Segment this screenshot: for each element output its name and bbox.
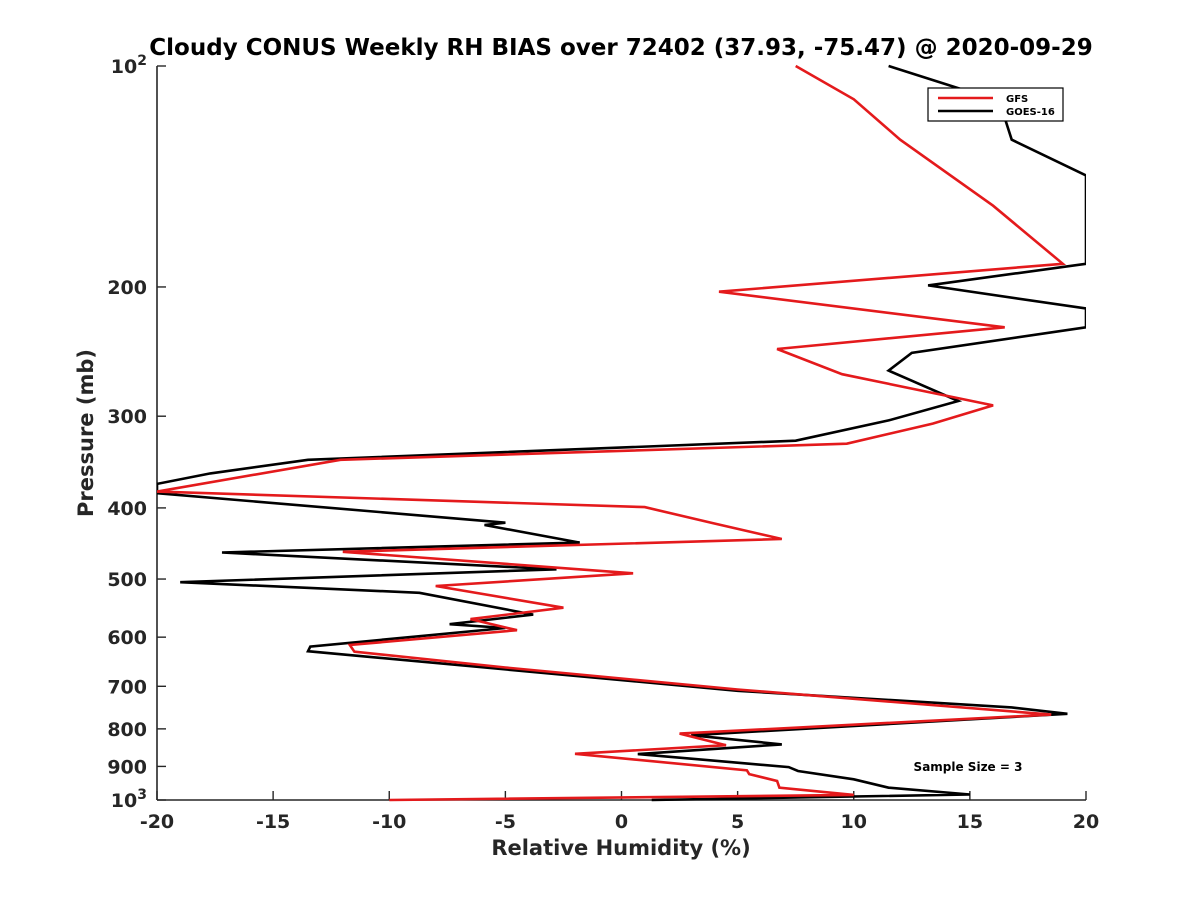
x-tick-label: -20: [140, 811, 174, 833]
y-tick-label: 400: [107, 498, 147, 520]
x-axis-label: Relative Humidity (%): [491, 836, 750, 860]
series-layer: [157, 64, 1086, 802]
legend-box: [927, 87, 1064, 122]
y-axis-label: Pressure (mb): [74, 349, 98, 517]
y-tick-label: 102: [111, 53, 147, 78]
y-tick-label: 200: [107, 277, 147, 299]
x-tick-label: 0: [615, 811, 628, 833]
series-line-gfs: [157, 64, 1067, 802]
x-tick-label: -10: [372, 811, 406, 833]
y-tick-label: 600: [107, 627, 147, 649]
series-line-goes-16: [157, 64, 1086, 802]
x-tick-label: 10: [841, 811, 867, 833]
chart-title: Cloudy CONUS Weekly RH BIAS over 72402 (…: [149, 35, 1092, 61]
y-tick-label: 900: [107, 756, 147, 778]
sample-size-annotation: Sample Size = 3: [914, 760, 1023, 774]
legend: GFS GOES-16: [927, 87, 1064, 122]
x-tick-label: -5: [495, 811, 516, 833]
y-tick-label: 700: [107, 676, 147, 698]
x-tick-label: 5: [731, 811, 744, 833]
y-tick-label: 103: [111, 787, 147, 812]
x-tick-label: -15: [256, 811, 290, 833]
legend-label-goes-16: GOES-16: [1006, 107, 1055, 118]
y-tick-label: 500: [107, 569, 147, 591]
x-tick-label: 20: [1073, 811, 1099, 833]
legend-label-gfs: GFS: [1006, 94, 1028, 105]
y-tick-label: 800: [107, 719, 147, 741]
x-tick-label: 15: [957, 811, 983, 833]
y-tick-label: 300: [107, 406, 147, 428]
axes: -20 -15 -10 -5 0 5 10 15 20 102 200 300 400 500 600 700…: [107, 53, 1099, 833]
